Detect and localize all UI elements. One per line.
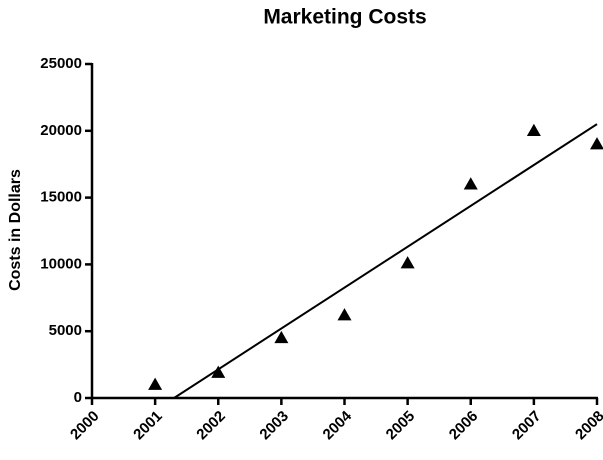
y-tick-label: 10000: [40, 255, 82, 272]
data-point: [463, 177, 478, 190]
x-tick-label: 2002: [193, 408, 229, 444]
chart-title: Marketing Costs: [263, 6, 426, 29]
y-tick-label: 15000: [40, 189, 82, 206]
x-tick-label: 2007: [509, 408, 545, 444]
y-tick-label: 20000: [40, 122, 82, 139]
y-tick-label: 25000: [40, 55, 82, 72]
y-axis-label: Costs in Dollars: [7, 169, 24, 291]
x-tick-label: 2003: [256, 408, 292, 444]
data-point: [590, 137, 603, 150]
x-tick-label: 2001: [130, 408, 166, 444]
x-tick-label: 2006: [446, 408, 482, 444]
data-point: [211, 365, 226, 378]
y-tick-label: 5000: [49, 322, 82, 339]
trend-line: [173, 123, 598, 399]
x-tick-label: 2008: [572, 408, 603, 444]
data-point: [526, 123, 541, 137]
x-tick-label: 2004: [320, 407, 356, 443]
data-point: [337, 308, 352, 321]
data-point: [400, 256, 415, 269]
y-tick-label: 0: [74, 389, 82, 406]
data-point: [274, 330, 289, 344]
x-tick-label: 2000: [67, 408, 103, 444]
data-point: [148, 377, 163, 390]
x-tick-label: 2005: [383, 408, 419, 444]
